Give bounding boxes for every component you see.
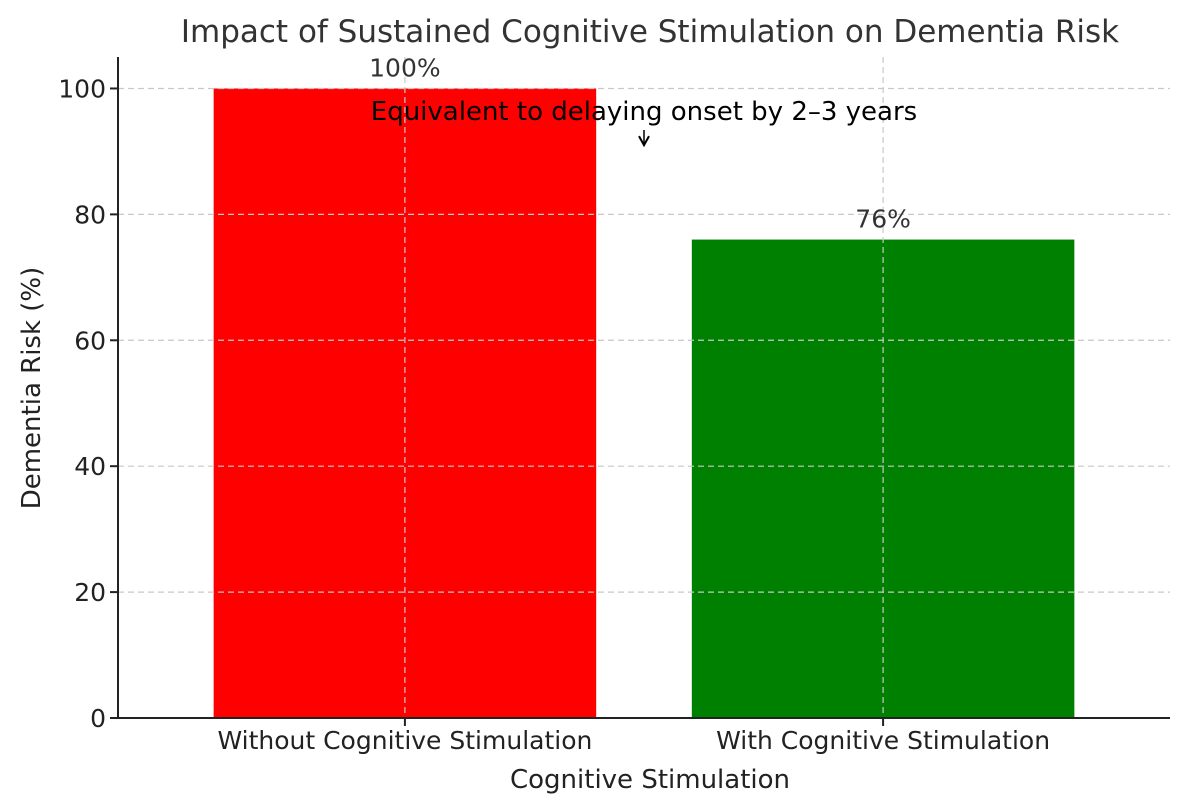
- chart-title: Impact of Sustained Cognitive Stimulatio…: [181, 14, 1119, 50]
- axes: 0 20 40 60 80 100 Without Cognitive Stimulatio…: [58, 57, 1170, 755]
- y-tick-label: 100: [58, 74, 106, 103]
- bars: [213, 88, 1075, 719]
- x-tick-label: With Cognitive Stimulation: [716, 726, 1050, 755]
- data-label-1: 100%: [369, 53, 440, 82]
- data-label-2: 76%: [855, 205, 911, 234]
- annotation-text: Equivalent to delaying onset by 2–3 year…: [371, 97, 917, 127]
- annotation: Equivalent to delaying onset by 2–3 year…: [371, 97, 917, 148]
- y-tick-label: 20: [74, 578, 106, 607]
- bar-1: [213, 88, 597, 718]
- grid-lines: [118, 57, 1170, 718]
- x-tick-label: Without Cognitive Stimulation: [217, 726, 592, 755]
- y-tick-label: 60: [74, 326, 106, 355]
- annotation-arrow-head: [638, 135, 650, 148]
- y-tick-label: 40: [74, 452, 106, 481]
- x-axis-label: Cognitive Stimulation: [510, 765, 790, 795]
- data-labels: 100% 76%: [369, 53, 911, 233]
- y-tick-label: 0: [90, 704, 106, 733]
- y-axis-label: Dementia Risk (%): [17, 267, 47, 510]
- y-tick-label: 80: [74, 200, 106, 229]
